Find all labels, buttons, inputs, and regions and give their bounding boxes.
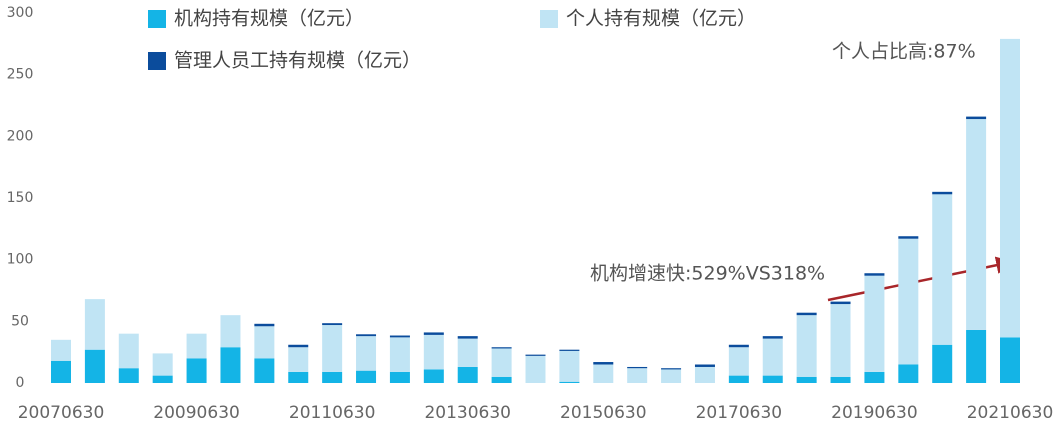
bar-segment bbox=[423, 334, 444, 370]
annotation: 机构增速快:529%VS318% bbox=[590, 263, 825, 285]
bar-segment bbox=[593, 362, 614, 365]
bar-segment bbox=[864, 275, 885, 372]
bar-segment bbox=[356, 334, 377, 337]
bar-segment bbox=[322, 325, 343, 372]
bar-segment bbox=[627, 366, 648, 369]
bar-segment bbox=[661, 368, 682, 370]
bar-segment bbox=[254, 323, 275, 327]
x-tick-label: 20150630 bbox=[560, 403, 647, 423]
legend-swatch bbox=[540, 10, 558, 28]
bar-segment bbox=[796, 376, 817, 383]
bar-segment bbox=[322, 323, 343, 326]
bar-segment bbox=[423, 332, 444, 335]
bar-segment bbox=[288, 347, 309, 372]
bar-segment bbox=[559, 350, 580, 382]
bar-segment bbox=[694, 366, 715, 383]
bar-segment bbox=[932, 191, 953, 195]
bar-segment bbox=[118, 333, 139, 369]
y-tick-label: 150 bbox=[7, 190, 34, 206]
y-tick-label: 50 bbox=[11, 313, 29, 329]
bar-segment bbox=[966, 119, 987, 330]
annotation: 个人占比高:87% bbox=[832, 41, 976, 63]
bar-segment bbox=[1000, 337, 1020, 383]
bar-segment bbox=[762, 336, 783, 339]
bar-segment bbox=[796, 315, 817, 377]
bar-segment bbox=[152, 375, 173, 383]
bar-segment bbox=[966, 116, 987, 120]
bar-segment bbox=[220, 315, 241, 348]
bar-segment bbox=[661, 369, 682, 383]
bar-segment bbox=[559, 349, 580, 351]
bar-segment bbox=[864, 273, 885, 276]
bar-segment bbox=[84, 299, 105, 350]
bar-segment bbox=[152, 353, 173, 376]
x-tick-label: 20210630 bbox=[967, 403, 1054, 423]
bar-segment bbox=[864, 371, 885, 383]
bar-segment bbox=[356, 336, 377, 371]
bar-segment bbox=[491, 348, 512, 377]
y-tick-label: 200 bbox=[7, 128, 34, 144]
bar-segment bbox=[84, 349, 105, 383]
legend-swatch bbox=[148, 52, 166, 70]
bar-segment bbox=[694, 364, 715, 367]
x-tick-label: 20170630 bbox=[696, 403, 783, 423]
x-tick-label: 20110630 bbox=[289, 403, 376, 423]
bar-segment bbox=[457, 338, 478, 367]
legend-swatch bbox=[148, 10, 166, 28]
bar-segment bbox=[288, 344, 309, 348]
bar-segment bbox=[830, 376, 851, 383]
y-tick-label: 250 bbox=[7, 67, 34, 83]
bar-segment bbox=[186, 358, 207, 383]
bar-segment bbox=[898, 236, 919, 239]
bar-segment bbox=[186, 333, 207, 359]
legend-label: 机构持有规模（亿元） bbox=[174, 8, 364, 30]
bar-segment bbox=[1000, 38, 1020, 338]
bar-segment bbox=[728, 344, 749, 348]
x-tick-label: 20130630 bbox=[424, 403, 511, 423]
bar-segment bbox=[898, 364, 919, 383]
bar-segment bbox=[728, 347, 749, 376]
bar-segment bbox=[254, 358, 275, 383]
bar-segment bbox=[389, 371, 410, 383]
bar-segment bbox=[762, 338, 783, 376]
bar-segment bbox=[288, 371, 309, 383]
bar-segment bbox=[559, 381, 580, 383]
x-tick-label: 20090630 bbox=[153, 403, 240, 423]
bar-segment bbox=[389, 337, 410, 372]
bar-segment bbox=[762, 375, 783, 383]
bar-segment bbox=[491, 376, 512, 383]
y-tick-label: 100 bbox=[7, 252, 34, 268]
bar-segment bbox=[322, 371, 343, 383]
bar-segment bbox=[389, 335, 410, 338]
bar-segment bbox=[220, 347, 241, 383]
y-tick-label: 0 bbox=[16, 375, 25, 391]
bar-segment bbox=[830, 304, 851, 377]
bar-segment bbox=[423, 369, 444, 383]
bar-segment bbox=[51, 360, 71, 383]
bar-segment bbox=[898, 238, 919, 365]
bar-segment bbox=[51, 339, 71, 361]
bar-segment bbox=[356, 370, 377, 383]
bar-segment bbox=[118, 368, 139, 383]
bar-segment bbox=[525, 355, 546, 383]
x-tick-label: 20190630 bbox=[831, 403, 918, 423]
bar-segment bbox=[932, 194, 953, 345]
bar-segment bbox=[966, 329, 987, 383]
bar-segment bbox=[932, 344, 953, 383]
x-tick-label: 20070630 bbox=[18, 403, 105, 423]
y-tick-label: 300 bbox=[7, 5, 34, 21]
bar-segment bbox=[254, 326, 275, 359]
bar-segment bbox=[525, 354, 546, 356]
bar-segment bbox=[830, 301, 851, 305]
legend-label: 管理人员工持有规模（亿元） bbox=[174, 50, 421, 72]
bar-segment bbox=[796, 312, 817, 316]
bar-segment bbox=[457, 336, 478, 339]
legend-label: 个人持有规模（亿元） bbox=[566, 8, 756, 30]
bar-segment bbox=[627, 368, 648, 383]
bar-segment bbox=[457, 366, 478, 383]
bar-segment bbox=[593, 364, 614, 383]
bar-segment bbox=[728, 375, 749, 383]
bar-segment bbox=[491, 347, 512, 349]
